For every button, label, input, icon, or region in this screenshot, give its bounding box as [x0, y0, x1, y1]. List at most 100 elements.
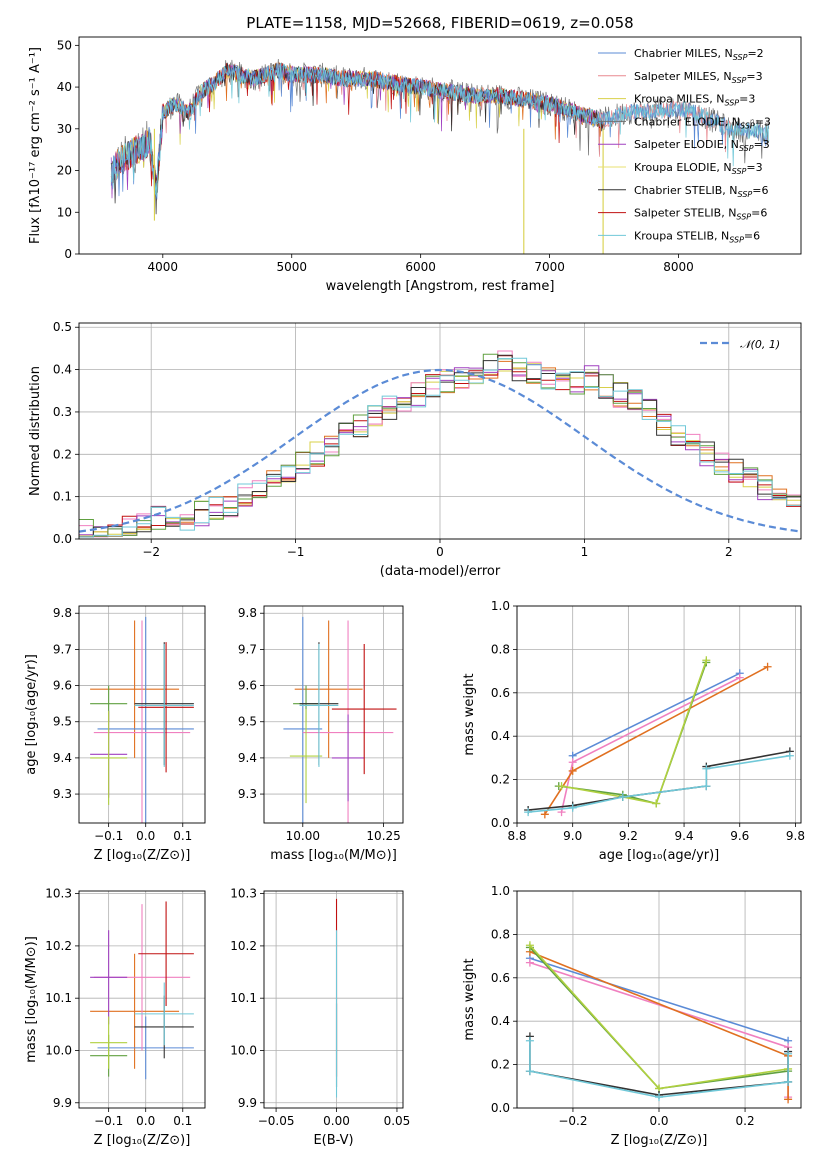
plus-marker	[652, 799, 661, 808]
plus-marker	[785, 751, 794, 760]
plus-marker	[568, 803, 577, 812]
legend-entry: Kroupa ELODIE, NSSP=3	[634, 161, 763, 176]
y-tick-label: 9.9	[238, 1096, 257, 1110]
x-tick-label: 9.4	[675, 829, 694, 843]
y-tick-label: 50	[57, 38, 72, 52]
x-tick-label: 2	[725, 545, 733, 559]
legend: 𝒩(0, 1)	[700, 338, 780, 351]
chart-title: PLATE=1158, MJD=52668, FIBERID=0619, z=0…	[246, 14, 633, 32]
x-tick-label: 0.0	[136, 1114, 155, 1128]
weight-line	[528, 754, 791, 813]
plus-marker	[525, 1067, 534, 1076]
axes-frame	[263, 890, 404, 1109]
y-tick-label: 9.7	[238, 642, 257, 656]
y-axis-label: mass weight	[462, 673, 477, 755]
legend-name: Kroupa MILES, N	[634, 93, 724, 106]
x-tick-label: 9.6	[730, 829, 749, 843]
axes-frame	[263, 605, 404, 824]
axes-frame	[78, 605, 206, 824]
plus-marker	[525, 941, 534, 950]
legend-entry: Salpeter STELIB, NSSP=6	[634, 207, 767, 222]
x-tick-label: −1	[287, 545, 305, 559]
x-axis-label: mass [log₁₀(M/M⊙)]	[270, 848, 397, 863]
plus-marker	[784, 1077, 793, 1086]
x-axis-label: wavelength [Angstrom, rest frame]	[326, 279, 555, 294]
y-axis-label: mass [log₁₀(M/M⊙)]	[24, 936, 39, 1063]
legend-name: Chabrier STELIB, N	[634, 184, 738, 197]
axes-frame	[78, 890, 206, 1109]
panel-3: 10.00 10.25 9.3 9.4 9.5 9.6 9.7 9.8 mass [log₁₀(…	[238, 605, 404, 863]
weight-line	[529, 957, 789, 1042]
plus-marker	[568, 766, 577, 775]
legend-suffix: =6	[752, 184, 768, 197]
legend-name: Salpeter MILES, N	[634, 70, 732, 83]
legend-entry: Salpeter ELODIE, NSSP=3	[634, 138, 770, 153]
y-axis-label: Normed distribution	[28, 366, 43, 496]
legend-entry: Salpeter MILES, NSSP=3	[634, 70, 763, 85]
legend-suffix: =3	[746, 161, 762, 174]
y-tick-label: 9.4	[238, 751, 257, 765]
x-tick-label: 4000	[148, 260, 179, 274]
y-tick-label: 9.9	[53, 1096, 72, 1110]
legend-subscript: SSP	[732, 76, 747, 85]
x-axis-label: (data-model)/error	[380, 564, 501, 579]
legend-entry: Chabrier STELIB, NSSP=6	[634, 184, 768, 199]
y-tick-label: 9.5	[53, 715, 72, 729]
y-tick-label: 0.2	[491, 773, 510, 787]
y-tick-label: 10.3	[230, 887, 257, 901]
gaussian-curve	[79, 368, 801, 533]
panel-6: −0.05 0.00 0.05 9.9 10.0 10.1 10.2 10.3 E(B-V)	[230, 887, 410, 1148]
y-tick-label: 0.0	[53, 532, 72, 546]
plot-area-7	[525, 941, 793, 1104]
legend-suffix: =3	[754, 138, 770, 151]
x-tick-label: 0.1	[173, 829, 192, 843]
y-tick-label: 10.3	[45, 887, 72, 901]
y-tick-label: 0.5	[53, 320, 72, 334]
x-tick-label: 7000	[534, 260, 565, 274]
x-tick-label: −2	[142, 545, 160, 559]
x-tick-label: 0	[436, 545, 444, 559]
x-tick-label: 0.0	[649, 1114, 668, 1128]
y-tick-label: 9.4	[53, 751, 72, 765]
plus-marker	[735, 673, 744, 682]
y-tick-label: 0.4	[491, 729, 510, 743]
y-tick-label: 9.3	[53, 787, 72, 801]
x-tick-label: −0.2	[558, 1114, 587, 1128]
x-tick-label: 6000	[405, 260, 436, 274]
plot-area-2	[90, 616, 194, 823]
weight-line	[572, 672, 741, 757]
y-tick-label: 0.4	[491, 1014, 510, 1028]
x-tick-label: 10.25	[366, 829, 400, 843]
y-tick-label: 9.6	[53, 679, 72, 693]
plus-marker	[557, 782, 566, 791]
y-tick-label: 40	[57, 80, 72, 94]
axes-frame	[78, 322, 802, 540]
x-tick-label: −0.1	[94, 829, 123, 843]
x-tick-label: 8.8	[507, 829, 526, 843]
legend-name: Salpeter ELODIE, N	[634, 138, 739, 151]
y-tick-label: 9.5	[238, 715, 257, 729]
legend-entry: 𝒩(0, 1)	[740, 338, 780, 351]
y-tick-label: 10.0	[45, 1043, 72, 1057]
legend-suffix: =3	[755, 115, 771, 128]
x-tick-label: 0.2	[736, 1114, 755, 1128]
y-tick-label: 0	[64, 247, 72, 261]
plot-area-4	[524, 656, 794, 819]
y-axis-label: mass weight	[462, 958, 477, 1040]
y-tick-label: 10.0	[230, 1043, 257, 1057]
y-tick-label: 0.3	[53, 405, 72, 419]
y-tick-label: 9.6	[238, 679, 257, 693]
plot-area-0	[110, 58, 770, 254]
y-tick-label: 1.0	[491, 884, 510, 898]
legend-entry: Kroupa MILES, NSSP=3	[634, 93, 755, 108]
axes-frame	[78, 36, 802, 255]
y-axis-label: age [log₁₀(age/yr)]	[24, 654, 39, 775]
x-axis-label: E(B-V)	[313, 1133, 353, 1148]
y-tick-label: 10.1	[45, 991, 72, 1005]
legend-entry: Chabrier MILES, NSSP=2	[634, 47, 764, 62]
y-tick-label: 0.0	[491, 816, 510, 830]
x-tick-label: 0.0	[136, 829, 155, 843]
y-tick-label: 0.0	[491, 1101, 510, 1115]
x-tick-label: 0.1	[173, 1114, 192, 1128]
